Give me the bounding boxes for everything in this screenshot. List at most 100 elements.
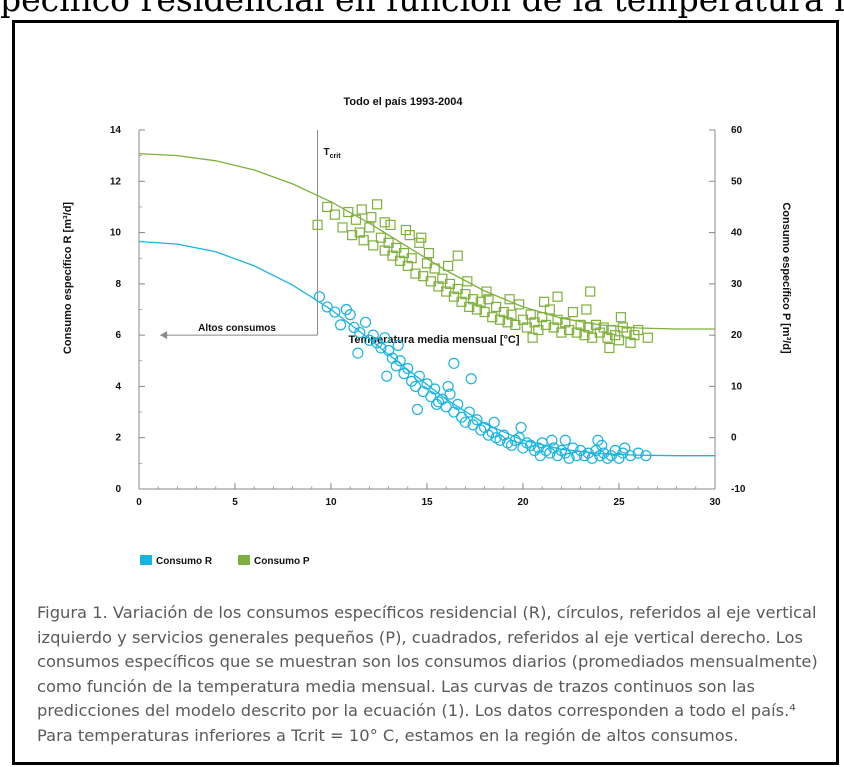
point-r [546, 434, 558, 446]
point-r [459, 416, 471, 428]
point-p [606, 324, 617, 336]
chart-title: Todo el país 1993-2004 [343, 96, 463, 108]
point-r [431, 398, 443, 410]
point-p [506, 309, 517, 320]
point-r [359, 316, 372, 328]
point-p [479, 306, 490, 318]
y-left-tick-label: 0 [115, 484, 121, 495]
point-p [356, 204, 367, 215]
point-p [464, 301, 475, 313]
point-p [385, 219, 396, 230]
point-p [602, 332, 613, 343]
point-p [560, 317, 571, 328]
point-r [448, 357, 460, 369]
axes-layer: 0 5 10 15 20 25 30 0 2 4 6 8 10 12 14 -10 0 10 20 30 40 50 60 T… [110, 125, 746, 508]
x-tick-label: 0 [136, 497, 142, 508]
point-p [406, 253, 417, 264]
point-p [416, 232, 427, 243]
point-r [534, 450, 546, 462]
point-r [379, 332, 391, 344]
point-r [640, 450, 652, 462]
point-r [411, 403, 423, 416]
point-p [548, 322, 559, 333]
point-p [400, 224, 411, 236]
page-header: pecífico residencial en función de la te… [0, 0, 844, 22]
point-r [515, 421, 527, 434]
point-p [462, 276, 473, 287]
point-r [375, 342, 387, 354]
y-left-tick-label: 8 [115, 279, 121, 290]
point-p [421, 258, 433, 269]
x-tick-label: 30 [709, 497, 721, 508]
x-tick-label: 15 [421, 497, 433, 508]
point-p [410, 268, 421, 279]
point-r [381, 370, 393, 382]
x-tick-label: 20 [517, 497, 529, 508]
y-left-tick-label: 2 [115, 433, 121, 444]
point-r [392, 339, 404, 351]
point-p [364, 222, 375, 233]
y-right-tick-label: 30 [731, 279, 743, 290]
point-p [358, 235, 369, 246]
point-p [375, 232, 387, 243]
point-p [529, 317, 540, 328]
y-right-tick-label: 20 [731, 330, 743, 341]
y-right-tick-label: 60 [731, 125, 743, 136]
point-p [404, 230, 415, 241]
point-r [471, 414, 483, 426]
point-p [402, 260, 413, 272]
point-p [594, 327, 605, 338]
point-p [329, 209, 340, 220]
point-p [615, 312, 627, 323]
point-p [347, 230, 358, 241]
point-r [409, 380, 422, 393]
point-p [433, 281, 444, 292]
point-p [379, 245, 390, 256]
y-right-tick-label: -10 [731, 484, 746, 495]
point-r [488, 416, 500, 428]
y-left-tick-label: 14 [110, 125, 122, 136]
point-r [429, 383, 441, 395]
point-p [563, 324, 575, 336]
point-p [322, 201, 333, 213]
annotation-altos-consumos: Altos consumos [198, 323, 276, 334]
point-r [632, 447, 644, 459]
figure-frame: Todo el país 1993-2004 Consumo específic… [12, 20, 839, 765]
point-p [481, 286, 492, 297]
x-tick-label: 5 [232, 497, 238, 508]
point-p [587, 332, 598, 343]
point-p [510, 319, 521, 330]
point-p [379, 217, 390, 228]
point-r [617, 447, 629, 459]
point-r [452, 398, 464, 410]
point-p [312, 219, 323, 230]
point-p [575, 319, 586, 330]
point-p [585, 286, 596, 297]
point-r [421, 378, 433, 390]
x-tick-label: 10 [325, 497, 337, 508]
point-p [494, 314, 506, 325]
point-r [413, 370, 425, 382]
x-axis-title: Temperatura media mensual [°C] [348, 334, 519, 346]
point-r [559, 434, 571, 446]
point-r [321, 301, 333, 313]
point-p [552, 291, 563, 302]
point-p [387, 250, 398, 261]
point-p [537, 312, 548, 323]
point-p [414, 237, 425, 248]
point-r [344, 309, 356, 321]
point-p [368, 240, 379, 251]
tcrit-label: Tcrit [324, 147, 342, 160]
point-p [444, 278, 456, 289]
point-p [398, 247, 410, 259]
y-right-tick-label: 10 [731, 381, 743, 392]
point-p [552, 314, 563, 325]
point-p [613, 335, 625, 346]
points-layer [312, 199, 653, 464]
point-p [483, 294, 494, 305]
point-r [619, 442, 631, 454]
point-r [394, 355, 406, 367]
curve-r [138, 240, 715, 457]
point-p [598, 322, 609, 333]
point-p [544, 304, 555, 315]
